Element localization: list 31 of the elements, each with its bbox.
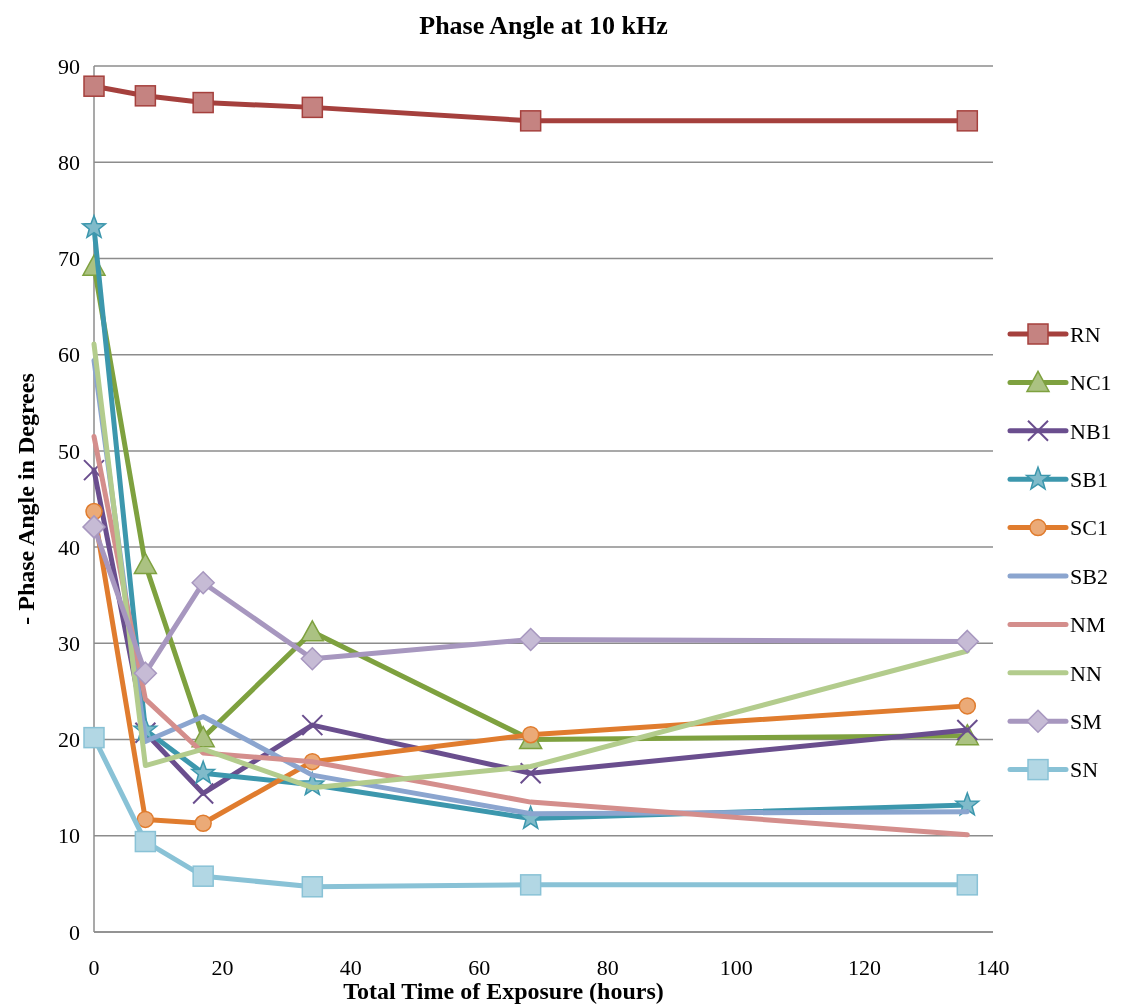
- x-tick-label: 100: [719, 955, 753, 980]
- legend-label: NN: [1070, 660, 1102, 686]
- legend-label: SB2: [1070, 563, 1108, 589]
- y-tick-label: 90: [58, 53, 80, 79]
- legend-label: SM: [1070, 708, 1102, 734]
- y-axis-title: - Phase Angle in Degrees: [13, 373, 39, 625]
- y-tick-label: 80: [58, 149, 80, 175]
- x-tick-label: 60: [468, 955, 491, 980]
- y-tick-label: 40: [58, 534, 80, 560]
- y-tick-label: 70: [58, 246, 80, 272]
- x-tick-label: 140: [976, 955, 1010, 980]
- chart-title: Phase Angle at 10 kHz: [419, 11, 668, 40]
- x-tick-label: 80: [596, 955, 619, 980]
- x-tick-label: 120: [848, 955, 882, 980]
- x-tick-label: 40: [339, 955, 362, 980]
- legend-label: SN: [1070, 757, 1099, 783]
- y-tick-label: 60: [58, 342, 80, 368]
- y-tick-label: 10: [58, 823, 80, 849]
- legend-label: NM: [1070, 612, 1106, 638]
- legend-label: NC1: [1070, 370, 1112, 396]
- legend-label: NB1: [1070, 418, 1112, 444]
- x-tick-label: 0: [88, 955, 100, 980]
- x-axis-title: Total Time of Exposure (hours): [343, 978, 664, 1004]
- legend-label: SC1: [1070, 515, 1108, 541]
- x-tick-label: 20: [211, 955, 234, 980]
- y-tick-label: 20: [58, 727, 80, 753]
- legend-label: RN: [1070, 321, 1101, 347]
- y-tick-label: 0: [69, 919, 80, 945]
- y-tick-label: 50: [58, 438, 80, 464]
- y-tick-label: 30: [58, 631, 80, 657]
- legend-label: SB1: [1070, 466, 1108, 492]
